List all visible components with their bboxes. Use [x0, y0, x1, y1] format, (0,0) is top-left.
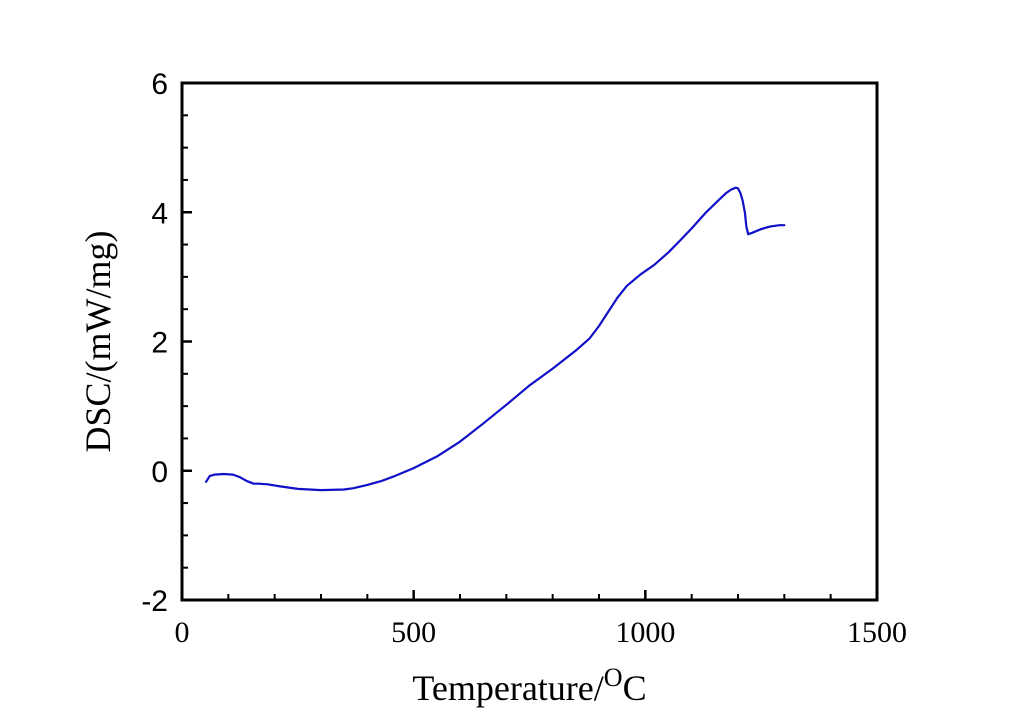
y-tick-label: 0	[151, 456, 168, 489]
y-tick-label: 6	[151, 68, 168, 101]
x-tick-label: 1000	[615, 616, 675, 649]
x-axis-title-superscript: O	[604, 663, 623, 692]
y-tick-label: 4	[151, 197, 168, 230]
x-tick-label: 500	[391, 616, 436, 649]
x-axis-title-main: Temperature/	[412, 668, 603, 708]
y-tick-label: -2	[141, 585, 168, 618]
x-tick-label: 0	[175, 616, 190, 649]
dsc-series-line	[204, 186, 786, 492]
plot-frame	[180, 81, 879, 602]
y-axis-title: DSC/(mW/mg)	[78, 231, 118, 453]
x-axis-title: Temperature/OC	[412, 663, 646, 708]
ticks-layer	[180, 81, 879, 602]
series-layer	[204, 186, 786, 492]
x-axis-title-tail: C	[623, 668, 647, 708]
y-tick-label: 2	[151, 327, 168, 360]
x-tick-label: 1500	[847, 616, 907, 649]
